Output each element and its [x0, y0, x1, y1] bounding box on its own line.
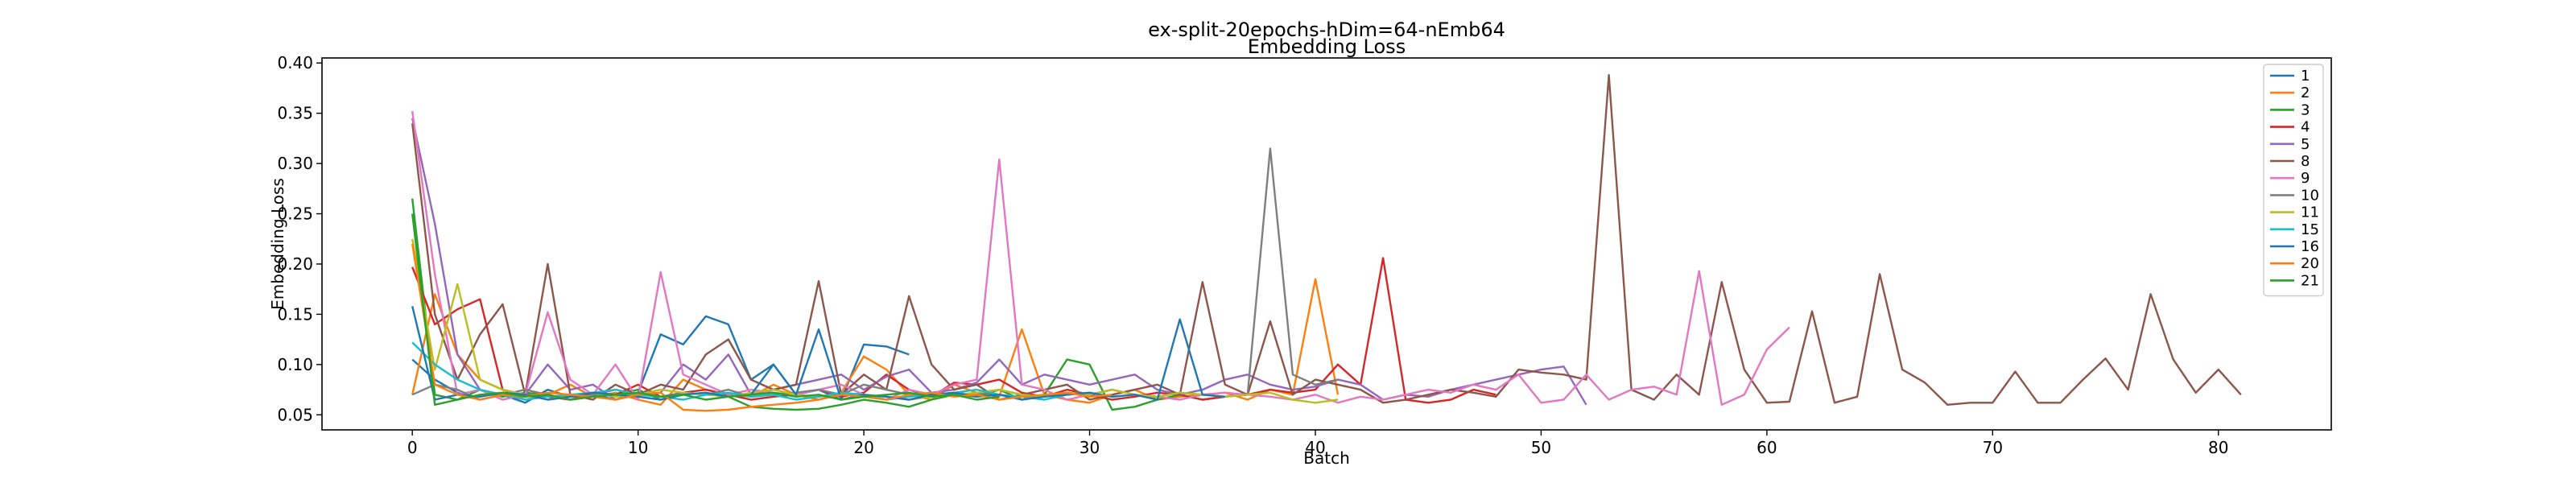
- series-line-16: [411, 306, 1225, 401]
- legend-label-3: 3: [2301, 101, 2310, 118]
- plot-area: 0 10 20 30 40 50 60 70 80 0.050.100.150.200.250.…: [277, 53, 2332, 457]
- legend-label-21: 21: [2301, 272, 2319, 289]
- legend-label-2: 2: [2301, 85, 2310, 101]
- legend-label-5: 5: [2301, 136, 2310, 153]
- x-tick-label: 40: [1305, 438, 1325, 457]
- legend-label-8: 8: [2301, 153, 2310, 170]
- x-tick-label: 70: [1983, 438, 2003, 457]
- legend-label-4: 4: [2301, 119, 2310, 136]
- x-tick-label: 10: [628, 438, 648, 457]
- x-tick-label: 80: [2208, 438, 2228, 457]
- y-tick-label: 0.35: [277, 104, 313, 123]
- y-axis-label: Embedding Loss: [268, 178, 287, 310]
- y-tick-label: 0.25: [277, 204, 313, 224]
- legend-box: [2263, 64, 2324, 297]
- x-tick-label: 30: [1080, 438, 1100, 457]
- legend-label-11: 11: [2301, 204, 2319, 221]
- y-tick-label: 0.40: [277, 53, 313, 72]
- y-tick-label: 0.10: [277, 355, 313, 374]
- legend-label-1: 1: [2301, 68, 2310, 85]
- series-layer: [411, 73, 2242, 412]
- x-tick-label: 60: [1757, 438, 1777, 457]
- y-tick-label: 0.05: [277, 405, 313, 424]
- series-line-21: [411, 213, 1000, 406]
- y-tick-label: 0.15: [277, 304, 313, 324]
- series-line-15: [411, 341, 1135, 401]
- legend-label-15: 15: [2301, 221, 2319, 238]
- x-tick-label: 20: [853, 438, 873, 457]
- y-tick-label: 0.20: [277, 254, 313, 274]
- x-axis-ticks: 0 10 20 30 40 50 60 70 80: [407, 430, 2229, 457]
- legend-label-16: 16: [2301, 238, 2319, 255]
- x-axis-label: Batch: [1303, 448, 1350, 468]
- chart-title: ex-split-20epochs-hDim=64-nEmb64: [1148, 19, 1505, 41]
- legend-label-20: 20: [2301, 255, 2319, 272]
- x-tick-label: 50: [1531, 438, 1551, 457]
- legend-label-9: 9: [2301, 170, 2310, 187]
- y-tick-label: 0.30: [277, 154, 313, 173]
- y-axis-ticks: 0.05 0.10 0.15 0.20 0.25 0.30 0.35 0.40: [277, 53, 322, 424]
- chart-subtitle: Embedding Loss: [1248, 35, 1406, 58]
- x-tick-label: 0: [407, 438, 418, 457]
- axes-frame: [321, 57, 2332, 431]
- legend-label-10: 10: [2301, 187, 2319, 204]
